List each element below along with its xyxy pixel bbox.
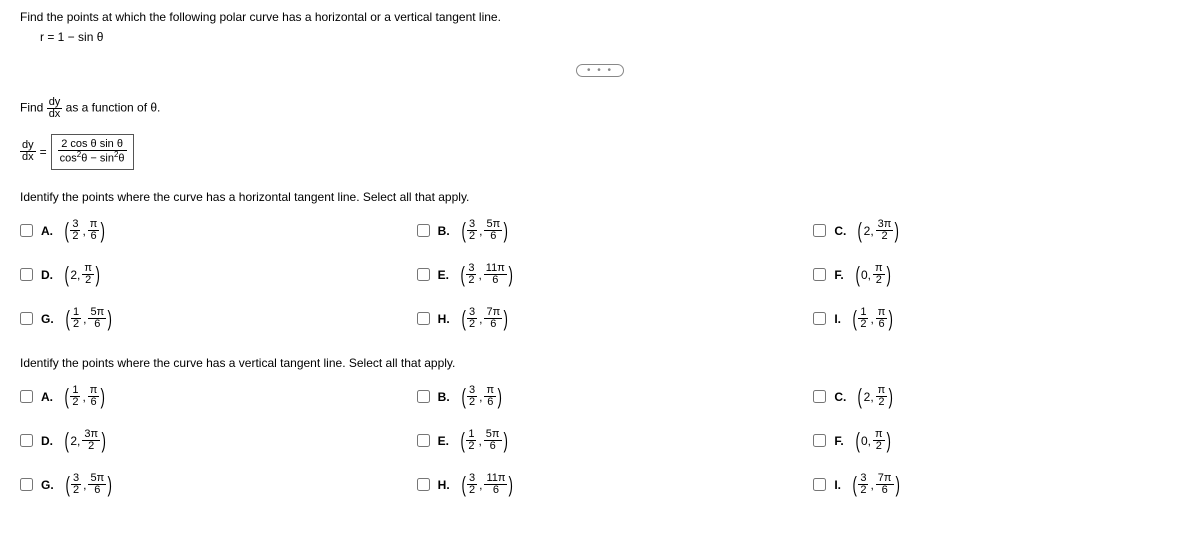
horizontal-choices: A. 32,π6 B. 32,5π6 C. 2,3π2 D. 2,π2 E. 32,11π6 F. 0… <box>20 218 1180 332</box>
choice-checkbox[interactable] <box>417 312 430 325</box>
choice-point: 32,5π6 <box>64 472 114 498</box>
choice-point: 32,11π6 <box>459 262 514 288</box>
choice-letter: A. <box>41 224 53 238</box>
choice-point: 32,11π6 <box>460 472 515 498</box>
choice-letter: F. <box>834 268 843 282</box>
derivative-intro: Find dy dx as a function of θ. <box>20 97 1180 120</box>
choice-checkbox[interactable] <box>417 390 430 403</box>
question-prompt: Find the points at which the following p… <box>20 10 1180 24</box>
choice-checkbox[interactable] <box>417 224 430 237</box>
choice-checkbox[interactable] <box>813 224 826 237</box>
choice-H: H. 32,11π6 <box>417 472 784 498</box>
choice-point: 12,π6 <box>851 306 895 332</box>
derivative-equation: dy dx = 2 cos θ sin θ cos2θ − sin2θ <box>20 134 1180 170</box>
choice-checkbox[interactable] <box>417 268 430 281</box>
choice-checkbox[interactable] <box>417 434 430 447</box>
choice-letter: D. <box>41 434 53 448</box>
choice-letter: C. <box>834 390 846 404</box>
choice-D: D. 2,3π2 <box>20 428 387 454</box>
choice-checkbox[interactable] <box>813 434 826 447</box>
choice-letter: G. <box>41 312 54 326</box>
vertical-label: Identify the points where the curve has … <box>20 356 1180 370</box>
choice-point: 2,π2 <box>63 262 101 288</box>
choice-letter: I. <box>834 312 841 326</box>
choice-letter: H. <box>438 312 450 326</box>
choice-letter: B. <box>438 390 450 404</box>
derivative-answer-box: 2 cos θ sin θ cos2θ − sin2θ <box>51 134 134 170</box>
choice-checkbox[interactable] <box>20 224 33 237</box>
choice-F: F. 0,π2 <box>813 262 1180 288</box>
choice-letter: F. <box>834 434 843 448</box>
choice-checkbox[interactable] <box>813 390 826 403</box>
separator: • • • <box>20 62 1180 77</box>
choice-I: I. 12,π6 <box>813 306 1180 332</box>
choice-letter: E. <box>438 268 449 282</box>
choice-checkbox[interactable] <box>20 390 33 403</box>
choice-F: F. 0,π2 <box>813 428 1180 454</box>
choice-G: G. 12,5π6 <box>20 306 387 332</box>
choice-checkbox[interactable] <box>813 268 826 281</box>
choice-letter: I. <box>834 478 841 492</box>
choice-letter: B. <box>438 224 450 238</box>
choice-D: D. 2,π2 <box>20 262 387 288</box>
choice-point: 12,π6 <box>63 384 107 410</box>
choice-point: 0,π2 <box>854 262 892 288</box>
choice-checkbox[interactable] <box>417 478 430 491</box>
choice-E: E. 12,5π6 <box>417 428 784 454</box>
choice-checkbox[interactable] <box>813 478 826 491</box>
choice-point: 2,3π2 <box>63 428 107 454</box>
choice-point: 32,7π6 <box>460 306 510 332</box>
vertical-choices: A. 12,π6 B. 32,π6 C. 2,π2 D. 2,3π2 E. 12,5π6 F. 0,π… <box>20 384 1180 498</box>
choice-I: I. 32,7π6 <box>813 472 1180 498</box>
choice-point: 2,π2 <box>856 384 894 410</box>
choice-point: 32,π6 <box>460 384 504 410</box>
choice-point: 32,π6 <box>63 218 107 244</box>
choice-A: A. 12,π6 <box>20 384 387 410</box>
choice-B: B. 32,π6 <box>417 384 784 410</box>
choice-C: C. 2,π2 <box>813 384 1180 410</box>
choice-C: C. 2,3π2 <box>813 218 1180 244</box>
choice-E: E. 32,11π6 <box>417 262 784 288</box>
choice-B: B. 32,5π6 <box>417 218 784 244</box>
choice-checkbox[interactable] <box>20 312 33 325</box>
choice-point: 12,5π6 <box>64 306 114 332</box>
choice-point: 2,3π2 <box>856 218 900 244</box>
choice-checkbox[interactable] <box>20 268 33 281</box>
choice-letter: G. <box>41 478 54 492</box>
choice-point: 32,5π6 <box>460 218 510 244</box>
choice-letter: E. <box>438 434 449 448</box>
choice-point: 32,7π6 <box>851 472 901 498</box>
choice-G: G. 32,5π6 <box>20 472 387 498</box>
choice-letter: H. <box>438 478 450 492</box>
choice-checkbox[interactable] <box>20 478 33 491</box>
choice-checkbox[interactable] <box>20 434 33 447</box>
choice-checkbox[interactable] <box>813 312 826 325</box>
choice-letter: A. <box>41 390 53 404</box>
question-equation: r = 1 − sin θ <box>40 30 1180 44</box>
horizontal-label: Identify the points where the curve has … <box>20 190 1180 204</box>
choice-A: A. 32,π6 <box>20 218 387 244</box>
choice-letter: D. <box>41 268 53 282</box>
choice-letter: C. <box>834 224 846 238</box>
choice-point: 12,5π6 <box>459 428 509 454</box>
choice-H: H. 32,7π6 <box>417 306 784 332</box>
choice-point: 0,π2 <box>854 428 892 454</box>
